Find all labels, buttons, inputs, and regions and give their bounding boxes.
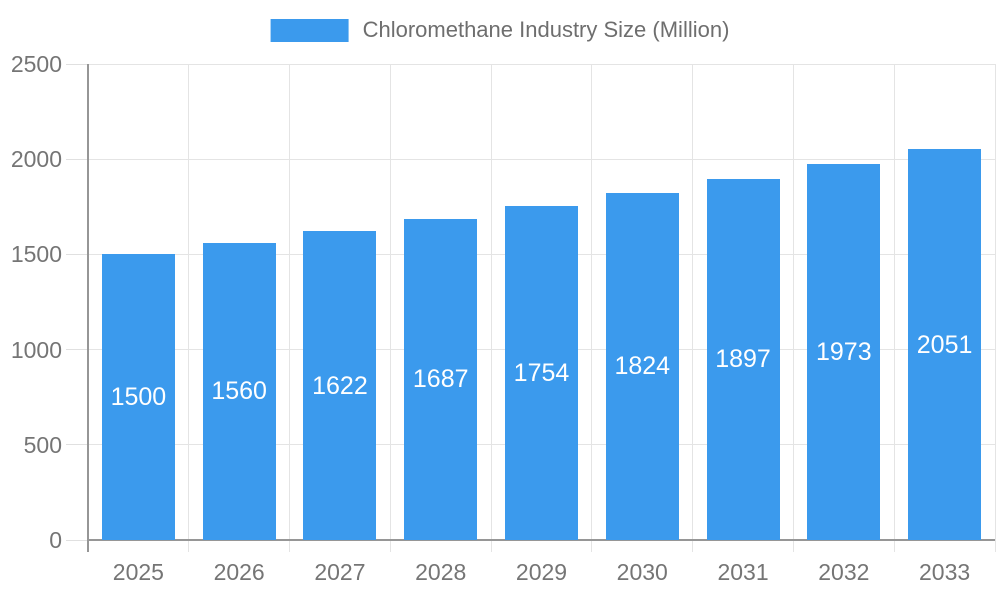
y-axis-tick-label: 0 <box>49 527 62 553</box>
x-axis-tick-label: 2032 <box>818 559 870 585</box>
y-axis-tick-label: 2000 <box>10 146 62 173</box>
x-gridline <box>389 64 391 552</box>
y-gridline <box>88 158 995 160</box>
bar-value-label: 1824 <box>614 352 671 381</box>
x-gridline <box>692 64 694 552</box>
y-axis-tick-label: 500 <box>23 431 62 458</box>
bar-value-label: 1754 <box>513 359 570 388</box>
y-gridline <box>88 63 995 65</box>
bar-2030[interactable] <box>605 192 679 540</box>
x-axis-tick-label: 2030 <box>616 559 668 585</box>
y-axis-tick-label: 1000 <box>10 336 62 363</box>
y-tick-mark <box>66 539 88 541</box>
y-tick-mark <box>66 444 88 446</box>
bar-2032[interactable] <box>807 164 881 540</box>
x-gridline <box>792 64 794 552</box>
y-tick-mark <box>66 158 88 160</box>
bar-value-label: 1897 <box>715 345 771 374</box>
x-axis-line <box>88 539 995 541</box>
y-tick-mark <box>66 63 88 65</box>
x-axis-tick-label: 2029 <box>515 559 568 585</box>
bar-value-label: 2051 <box>916 330 973 359</box>
y-axis-line <box>87 64 89 552</box>
bar-value-label: 1973 <box>816 338 872 367</box>
x-axis-tick-label: 2031 <box>717 559 769 585</box>
x-axis-tick-label: 2027 <box>314 559 366 585</box>
bar-2026[interactable] <box>202 242 276 540</box>
bar-2025[interactable] <box>101 254 175 540</box>
y-tick-mark <box>66 253 88 255</box>
legend-label: Chloromethane Industry Size (Million) <box>362 17 730 42</box>
x-gridline <box>994 64 996 552</box>
legend[interactable]: Chloromethane Industry Size (Million) <box>270 17 730 43</box>
bar-value-label: 1622 <box>312 371 368 400</box>
bar-2028[interactable] <box>404 218 478 540</box>
x-gridline <box>188 64 190 552</box>
bar-value-label: 1687 <box>412 365 469 394</box>
x-gridline <box>490 64 492 552</box>
x-axis-tick-label: 2028 <box>415 559 467 585</box>
legend-swatch-icon[interactable] <box>270 18 349 42</box>
y-axis-tick-label: 2500 <box>10 51 62 77</box>
x-axis-tick-label: 2025 <box>112 559 164 585</box>
bar-value-label: 1560 <box>211 377 267 406</box>
bar-2027[interactable] <box>303 231 377 540</box>
x-axis-tick-label: 2026 <box>213 559 265 585</box>
x-axis-tick-label: 2033 <box>919 559 971 585</box>
y-axis-tick-label: 1500 <box>10 241 62 268</box>
x-gridline <box>893 64 895 552</box>
bar-value-label: 1500 <box>110 383 167 412</box>
y-tick-mark <box>66 349 88 351</box>
x-gridline <box>289 64 291 552</box>
bar-2033[interactable] <box>908 149 982 540</box>
x-gridline <box>591 64 593 552</box>
bar-2029[interactable] <box>505 206 578 540</box>
bar-2031[interactable] <box>706 178 780 540</box>
